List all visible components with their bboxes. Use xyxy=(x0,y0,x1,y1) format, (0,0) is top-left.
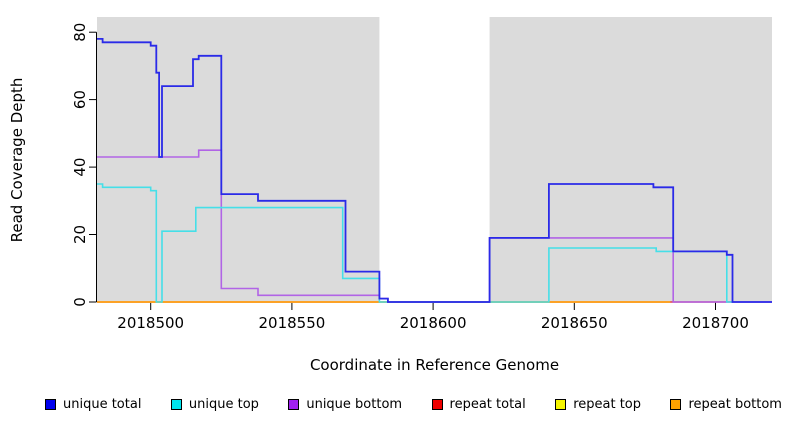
legend-swatch-repeat-top xyxy=(555,399,567,410)
legend-swatch-repeat-bottom xyxy=(670,399,682,410)
legend-item-unique-total: unique total xyxy=(45,397,141,412)
legend-swatch-repeat-total xyxy=(431,399,443,410)
legend-item-unique-bottom: unique bottom xyxy=(288,397,402,412)
legend-label: unique total xyxy=(63,397,142,412)
series-line-unique-top xyxy=(97,183,733,303)
x-tick-label: 2018600 xyxy=(400,314,467,332)
legend-label: repeat bottom xyxy=(688,397,782,412)
legend-label: repeat total xyxy=(449,397,526,412)
axis-layer: 0 20 40 60 80 2018500 2018550 2018600 2018650 201… xyxy=(71,23,749,332)
y-tick-label: 20 xyxy=(71,225,89,244)
legend: unique total unique top unique bottom repea… xyxy=(45,397,782,412)
shaded-region xyxy=(489,17,772,302)
coverage-plot: 0 20 40 60 80 2018500 2018550 2018600 2018650 201… xyxy=(8,17,772,332)
legend-label: repeat top xyxy=(573,397,641,412)
series-line-unique-total xyxy=(97,38,772,303)
shaded-region xyxy=(97,17,380,302)
legend-swatch-unique-top xyxy=(170,399,182,410)
y-tick-label: 0 xyxy=(71,297,89,307)
y-tick-label: 80 xyxy=(71,23,89,42)
x-tick-label: 2018550 xyxy=(258,314,325,332)
legend-label: unique top xyxy=(188,397,259,412)
legend-swatch-unique-total xyxy=(45,399,56,410)
legend-label: unique bottom xyxy=(306,397,403,412)
legend-swatch-unique-bottom xyxy=(288,399,300,410)
y-tick-label: 40 xyxy=(71,158,89,177)
legend-item-unique-top: unique top xyxy=(170,397,259,412)
legend-item-repeat-bottom: repeat bottom xyxy=(670,397,782,412)
legend-item-repeat-total: repeat total xyxy=(431,397,526,412)
legend-item-repeat-top: repeat top xyxy=(555,397,641,412)
y-axis-title: Read Coverage Depth xyxy=(8,78,26,243)
y-tick-label: 60 xyxy=(71,90,89,109)
series-layer xyxy=(97,38,772,303)
shaded-background-layer xyxy=(97,17,772,302)
x-tick-label: 2018700 xyxy=(682,314,749,332)
x-tick-label: 2018500 xyxy=(117,314,184,332)
x-tick-label: 2018650 xyxy=(541,314,608,332)
x-axis-title: Coordinate in Reference Genome xyxy=(309,356,560,374)
